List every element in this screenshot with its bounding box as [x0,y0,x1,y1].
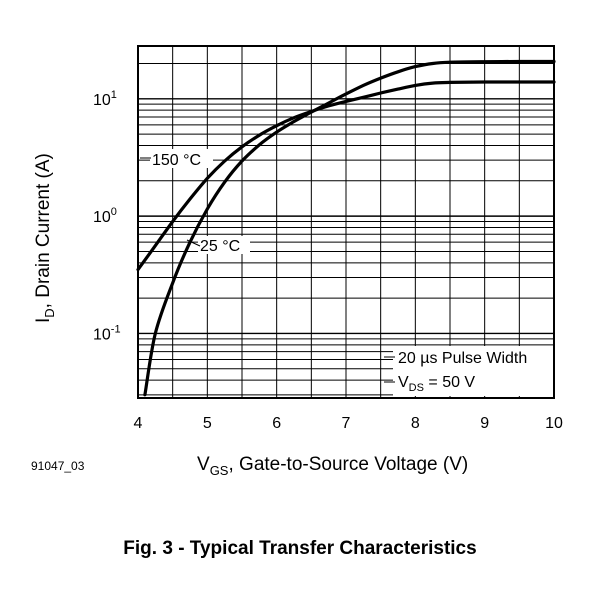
figure-caption: Fig. 3 - Typical Transfer Characteristic… [123,538,477,559]
x-tick-label: 5 [203,415,212,432]
test-conditions: 20 µs Pulse Width VDS = 50 V [384,346,553,396]
x-tick-label: 9 [480,415,489,432]
label-25c-leader [186,239,201,247]
figure-id: 91047_03 [31,459,85,473]
label-25c-text: 25 °C [200,238,240,255]
y-tick-label: 101 [93,89,117,109]
x-tick-label: 7 [342,415,351,432]
y-tick-label: 10-1 [93,323,121,343]
y-tick-label: 100 [93,206,117,226]
x-axis-title: VGS, Gate-to-Source Voltage (V) [197,454,468,478]
series-line-25c [143,59,556,397]
x-tick-label: 8 [411,415,420,432]
vds-text: VDS = 50 V [398,374,475,394]
x-tick-labels: 4 5 6 7 8 9 10 [134,415,563,432]
y-tick-labels: 101 100 10-1 [93,89,121,344]
label-150c-text: 150 °C [152,152,201,169]
x-tick-label: 4 [134,415,143,432]
pulse-width-text: 20 µs Pulse Width [398,350,527,367]
label-25c: 25 °C [198,236,250,255]
plot-frame [137,45,555,399]
label-150c: 150 °C [150,149,213,169]
series-lines [136,59,556,397]
x-tick-label: 6 [272,415,281,432]
y-axis-title: ID, Drain Current (A) [33,153,57,323]
x-tick-label: 10 [545,415,563,432]
